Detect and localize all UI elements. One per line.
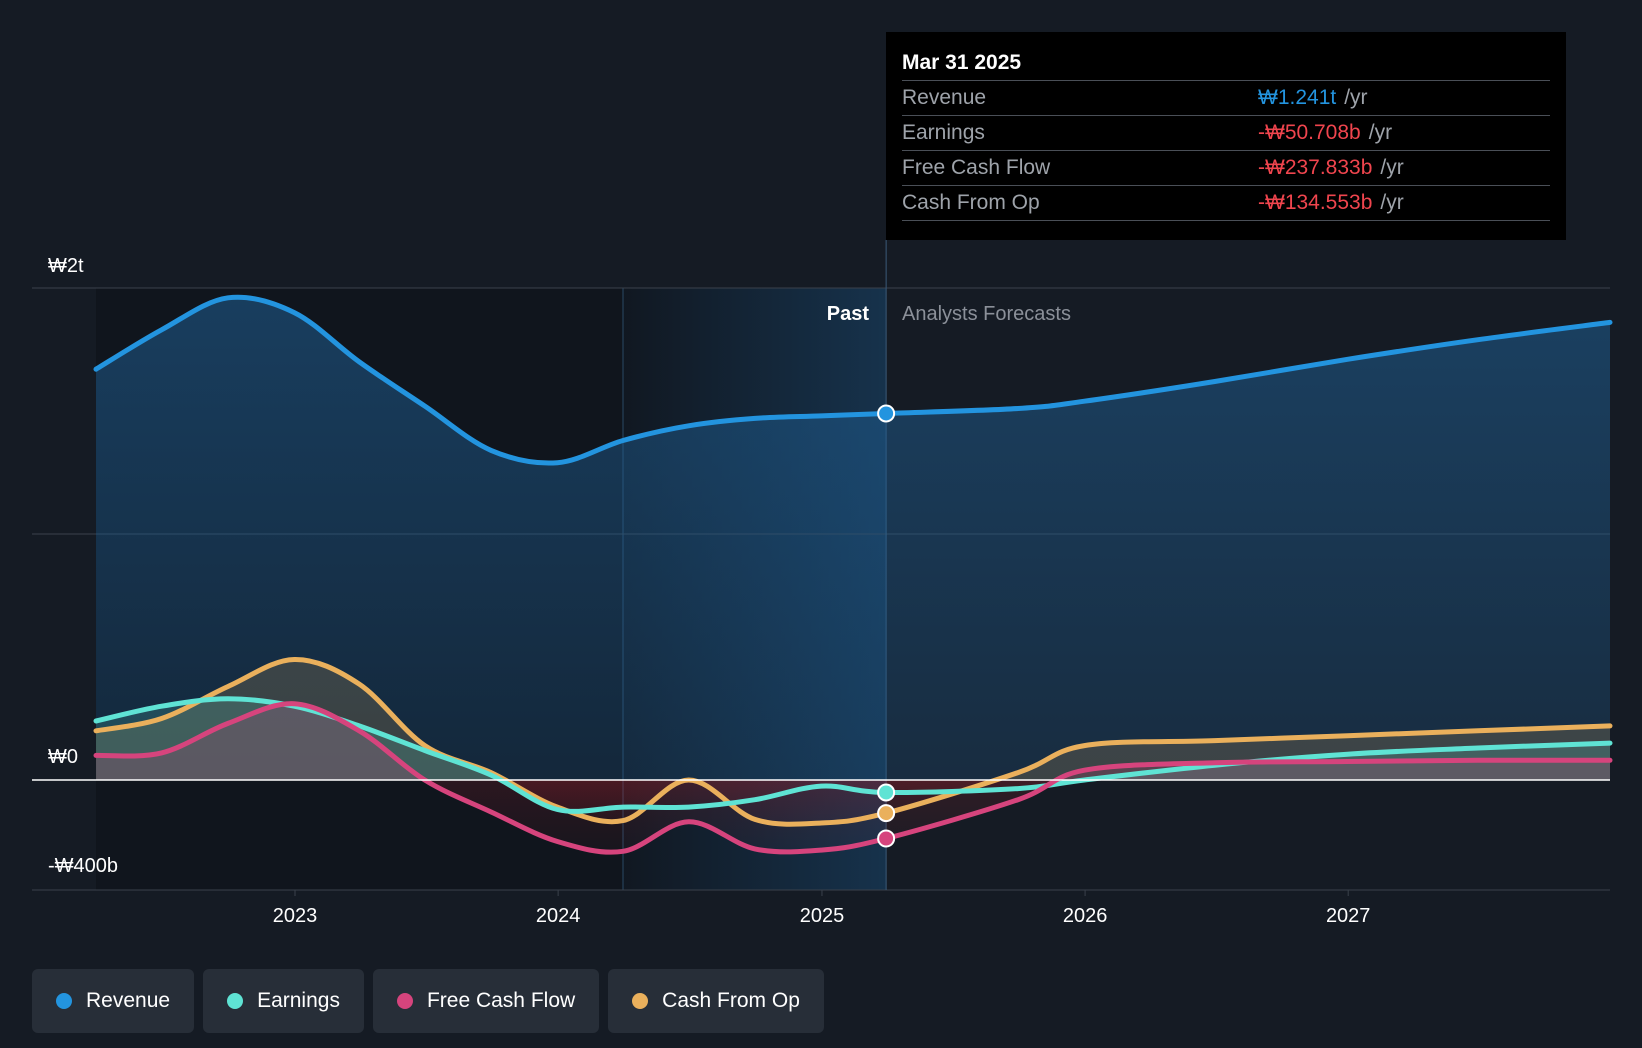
tooltip-label: Free Cash Flow [902,156,1051,179]
tooltip-row-revenue: Revenue ₩1.241t /yr [902,80,1550,115]
earnings-dot-icon [227,993,244,1009]
y-tick-label-zero: ₩0 [48,746,78,768]
tooltip-label: Earnings [902,121,985,144]
revenue-line [93,294,1613,466]
tooltip-value: -₩237.833b [1258,156,1373,179]
x-tick-label-2024: 2024 [536,905,581,927]
legend-label: Cash From Op [662,989,800,1012]
legend-item-free-cash-flow[interactable]: Free Cash Flow [372,969,600,1033]
earnings-area-positive [96,698,1610,780]
tooltip-row-earnings: Earnings -₩50.708b /yr [902,115,1550,150]
fcf-area-positive [96,703,1610,780]
tooltip-unit: /yr [1368,121,1393,144]
cfo-area-positive [96,659,1610,780]
legend-item-revenue[interactable]: Revenue [32,969,195,1033]
fcf-marker[interactable] [877,829,896,848]
revenue-area [96,297,1610,780]
x-tick-label-2026: 2026 [1063,905,1108,927]
legend-label: Earnings [257,989,340,1012]
legend-item-cash-from-op[interactable]: Cash From Op [608,969,824,1033]
fcf-line [93,701,1613,855]
free-cash-flow-dot-icon [396,993,413,1009]
legend-label: Revenue [86,989,171,1012]
tooltip-value: ₩1.241t [1258,86,1337,109]
chart: ₩2t ₩0 -₩400b Past Analysts Forecasts 20… [32,240,1613,927]
x-tick-label-2023: 2023 [273,905,318,927]
tooltip-unit: /yr [1344,86,1368,109]
tooltip-row-fcf: Free Cash Flow -₩237.833b /yr [902,150,1550,185]
past-label: Past [827,303,870,325]
cash-from-op-dot-icon [632,993,649,1009]
revenue-marker[interactable] [877,404,896,423]
tooltip-unit: /yr [1380,191,1404,214]
tooltip-value: -₩50.708b [1258,121,1361,144]
legend-label: Free Cash Flow [426,989,576,1012]
forecast-label: Analysts Forecasts [902,303,1071,325]
fcf-area-negative [96,780,1610,853]
tooltip-label: Cash From Op [902,191,1040,214]
tooltip-label: Revenue [902,86,987,109]
legend: Revenue Earnings Free Cash Flow Cash Fro… [32,969,824,1033]
x-tick-label-2025: 2025 [800,905,845,927]
tooltip-row-cfo: Cash From Op -₩134.553b /yr [902,185,1550,221]
tooltip-unit: /yr [1380,156,1404,179]
earnings-marker[interactable] [877,783,896,802]
legend-item-earnings[interactable]: Earnings [203,969,364,1033]
y-tick-label-top: ₩2t [48,255,84,277]
revenue-dot-icon [56,993,72,1009]
cfo-marker[interactable] [877,804,896,823]
y-tick-label-bottom: -₩400b [48,855,118,877]
tooltip: Mar 31 2025 Revenue ₩1.241t /yr Earnings… [886,32,1566,240]
x-tick-label-2027: 2027 [1326,905,1371,927]
tooltip-date: Mar 31 2025 [902,51,1022,74]
tooltip-value: -₩134.553b [1258,191,1373,214]
